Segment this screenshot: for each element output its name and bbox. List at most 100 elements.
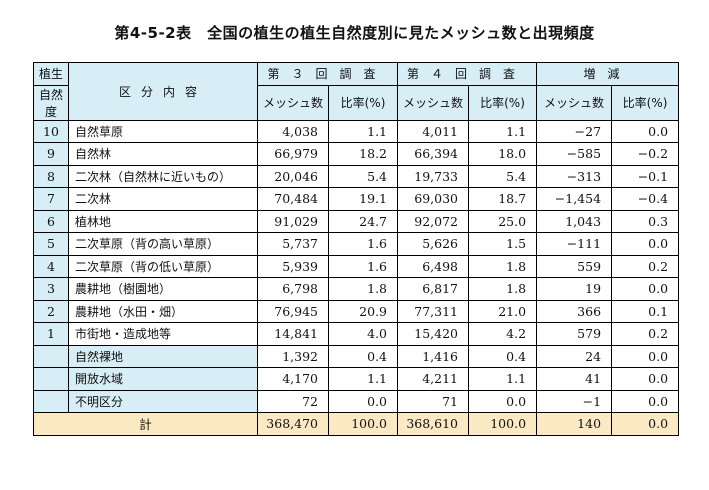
- category-cell: 二次草原（背の低い草原）: [68, 254, 258, 278]
- mesh-change-cell: −585: [536, 142, 613, 166]
- mesh-change-cell: 366: [536, 299, 613, 323]
- table-row: 8 二次林（自然林に近いもの） 20,046 5.4 19,733 5.4 −3…: [33, 164, 680, 188]
- header-ratio-survey4: 比率(%): [468, 84, 538, 121]
- ratio-change-cell: −0.2: [611, 142, 680, 166]
- table-row: 6 植林地 91,029 24.7 92,072 25.0 1,043 0.3: [33, 209, 680, 233]
- mesh-survey4-cell: 6,817: [397, 277, 470, 301]
- degree-cell: 1: [33, 322, 69, 346]
- ratio-survey4-cell: 1.5: [468, 232, 538, 256]
- header-category: 区分内容: [68, 62, 258, 121]
- degree-cell: 7: [33, 187, 69, 211]
- table-row: 10 自然草原 4,038 1.1 4,011 1.1 −27 0.0: [33, 119, 680, 143]
- table-row: 4 二次草原（背の低い草原） 5,939 1.6 6,498 1.8 559 0…: [33, 254, 680, 278]
- category-cell: 自然裸地: [68, 344, 258, 368]
- table-row: 3 農耕地（樹園地） 6,798 1.8 6,817 1.8 19 0.0: [33, 277, 680, 301]
- table-row: 5 二次草原（背の高い草原） 5,737 1.6 5,626 1.5 −111 …: [33, 232, 680, 256]
- mesh-change-cell: 19: [536, 277, 613, 301]
- ratio-survey4-cell: 1.1: [468, 367, 538, 391]
- ratio-change-cell: 0.0: [611, 367, 680, 391]
- ratio-change-cell: −0.1: [611, 164, 680, 188]
- ratio-survey3-cell: 0.0: [327, 389, 399, 413]
- ratio-change-cell: 0.0: [611, 344, 680, 368]
- mesh-survey3-cell: 76,945: [257, 299, 329, 323]
- vegetation-table: 植生 区分内容 第３回調査 第４回調査 増減 自然度 メッシュ数 比率(%) メ…: [33, 62, 680, 436]
- total-ratio-change: 0.0: [611, 412, 680, 436]
- mesh-survey4-cell: 77,311: [397, 299, 470, 323]
- degree-cell: 4: [33, 254, 69, 278]
- degree-cell: 3: [33, 277, 69, 301]
- mesh-change-cell: 24: [536, 344, 613, 368]
- category-cell: 農耕地（水田・畑）: [68, 299, 258, 323]
- header-ratio-change: 比率(%): [611, 84, 680, 121]
- mesh-survey4-cell: 69,030: [397, 187, 470, 211]
- total-ratio-survey4: 100.0: [468, 412, 538, 436]
- mesh-survey4-cell: 71: [397, 389, 470, 413]
- total-mesh-change: 140: [536, 412, 613, 436]
- category-cell: 自然林: [68, 142, 258, 166]
- category-cell: 二次林（自然林に近いもの）: [68, 164, 258, 188]
- mesh-survey3-cell: 5,939: [257, 254, 329, 278]
- ratio-change-cell: 0.3: [611, 209, 680, 233]
- degree-cell: 10: [33, 119, 69, 143]
- ratio-change-cell: 0.0: [611, 232, 680, 256]
- ratio-change-cell: 0.0: [611, 389, 680, 413]
- total-mesh-survey4: 368,610: [397, 412, 470, 436]
- ratio-survey3-cell: 19.1: [327, 187, 399, 211]
- ratio-survey4-cell: 18.0: [468, 142, 538, 166]
- ratio-survey3-cell: 1.1: [327, 119, 399, 143]
- ratio-survey3-cell: 5.4: [327, 164, 399, 188]
- ratio-survey4-cell: 18.7: [468, 187, 538, 211]
- ratio-survey4-cell: 0.4: [468, 344, 538, 368]
- total-mesh-survey3: 368,470: [257, 412, 329, 436]
- mesh-survey4-cell: 92,072: [397, 209, 470, 233]
- header-mesh-change: メッシュ数: [536, 84, 613, 121]
- header-mesh-survey3: メッシュ数: [257, 84, 329, 121]
- table-title: 第4-5-2表 全国の植生の植生自然度別に見たメッシュ数と出現頻度: [114, 24, 595, 42]
- mesh-survey4-cell: 6,498: [397, 254, 470, 278]
- total-row: 計 368,470 100.0 368,610 100.0 140 0.0: [33, 412, 680, 436]
- ratio-survey4-cell: 21.0: [468, 299, 538, 323]
- category-cell: 二次林: [68, 187, 258, 211]
- table-row: 9 自然林 66,979 18.2 66,394 18.0 −585 −0.2: [33, 142, 680, 166]
- total-label: 計: [33, 412, 258, 436]
- mesh-survey3-cell: 14,841: [257, 322, 329, 346]
- mesh-survey4-cell: 15,420: [397, 322, 470, 346]
- ratio-survey3-cell: 1.8: [327, 277, 399, 301]
- table-body: 10 自然草原 4,038 1.1 4,011 1.1 −27 0.0 9 自然…: [33, 119, 680, 436]
- mesh-change-cell: −27: [536, 119, 613, 143]
- total-ratio-survey3: 100.0: [327, 412, 399, 436]
- mesh-survey3-cell: 91,029: [257, 209, 329, 233]
- ratio-survey4-cell: 25.0: [468, 209, 538, 233]
- header-degree-line1: 植生: [33, 62, 69, 86]
- header-survey4: 第４回調査: [397, 62, 538, 86]
- ratio-survey4-cell: 1.8: [468, 277, 538, 301]
- ratio-survey3-cell: 1.6: [327, 254, 399, 278]
- mesh-survey3-cell: 70,484: [257, 187, 329, 211]
- ratio-survey3-cell: 1.6: [327, 232, 399, 256]
- category-cell: 二次草原（背の高い草原）: [68, 232, 258, 256]
- mesh-change-cell: 41: [536, 367, 613, 391]
- header-ratio-survey3: 比率(%): [327, 84, 399, 121]
- category-cell: 市街地・造成地等: [68, 322, 258, 346]
- mesh-survey3-cell: 4,170: [257, 367, 329, 391]
- mesh-change-cell: −1: [536, 389, 613, 413]
- degree-cell: 5: [33, 232, 69, 256]
- degree-cell: 9: [33, 142, 69, 166]
- ratio-survey3-cell: 4.0: [327, 322, 399, 346]
- table-row: 7 二次林 70,484 19.1 69,030 18.7 −1,454 −0.…: [33, 187, 680, 211]
- ratio-survey4-cell: 0.0: [468, 389, 538, 413]
- category-cell: 農耕地（樹園地）: [68, 277, 258, 301]
- category-cell: 自然草原: [68, 119, 258, 143]
- table-row: 不明区分 72 0.0 71 0.0 −1 0.0: [33, 389, 680, 413]
- ratio-survey4-cell: 1.8: [468, 254, 538, 278]
- ratio-survey3-cell: 1.1: [327, 367, 399, 391]
- category-cell: 植林地: [68, 209, 258, 233]
- mesh-change-cell: −313: [536, 164, 613, 188]
- degree-cell-empty: [33, 344, 69, 368]
- table-row: 1 市街地・造成地等 14,841 4.0 15,420 4.2 579 0.2: [33, 322, 680, 346]
- mesh-change-cell: 579: [536, 322, 613, 346]
- degree-cell-empty: [33, 367, 69, 391]
- mesh-survey3-cell: 72: [257, 389, 329, 413]
- degree-cell: 6: [33, 209, 69, 233]
- header-survey3: 第３回調査: [256, 62, 399, 86]
